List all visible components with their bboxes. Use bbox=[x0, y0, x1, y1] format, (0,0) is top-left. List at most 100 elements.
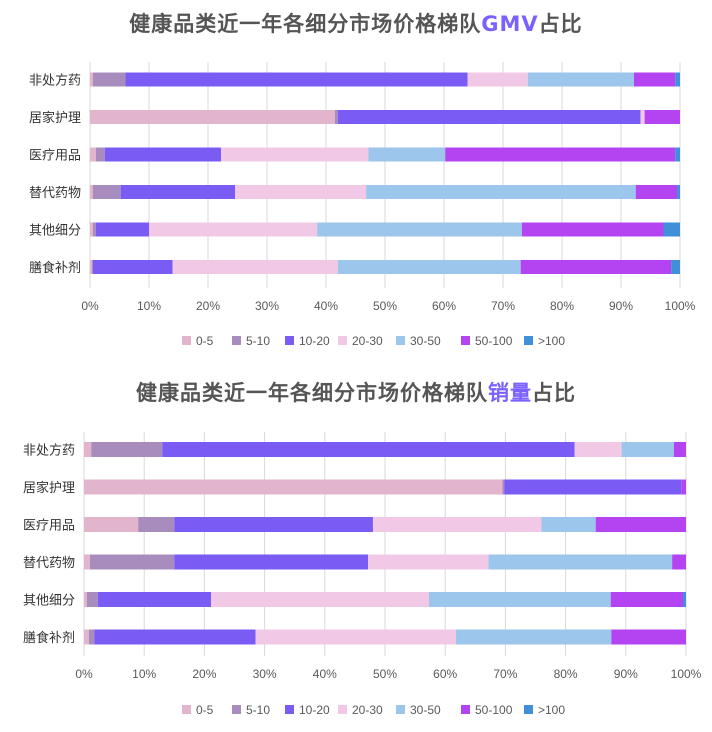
bar-segment-10-20 bbox=[95, 222, 149, 237]
legend-label-0-5: 0-5 bbox=[196, 703, 214, 717]
bar-segment-20-30 bbox=[255, 629, 457, 645]
bar-segment-5-10 bbox=[92, 222, 96, 237]
x-tick-label: 10% bbox=[137, 299, 161, 313]
title-highlight: GMV bbox=[481, 12, 539, 36]
category-label: 其他细分 bbox=[23, 594, 75, 609]
legend-label-20-30: 20-30 bbox=[352, 334, 383, 348]
bars bbox=[90, 72, 680, 274]
x-tick-label: 60% bbox=[433, 667, 457, 681]
bar-segment-5-10 bbox=[92, 72, 126, 87]
title-prefix: 健康品类近一年各细分市场价格梯队 bbox=[129, 12, 482, 36]
bar-segment-gt100 bbox=[663, 222, 680, 237]
bar-segment-5-10 bbox=[88, 629, 95, 645]
bar-segment-0-5 bbox=[84, 517, 139, 532]
legend: 0-5 5-10 10-20 20-30 30-50 50-100 >100 bbox=[182, 334, 565, 348]
category-label: 其他细分 bbox=[29, 224, 81, 239]
bar-segment-50-100 bbox=[672, 554, 686, 570]
legend-label-5-10: 5-10 bbox=[246, 334, 270, 348]
legend-label-5-10: 5-10 bbox=[246, 703, 270, 717]
legend-swatch-5-10 bbox=[232, 336, 241, 345]
bar-segment-50-100 bbox=[445, 147, 676, 162]
bar-segment-0-5 bbox=[90, 260, 92, 274]
legend-label-0-5: 0-5 bbox=[196, 334, 214, 348]
legend-swatch-30-50 bbox=[396, 336, 405, 345]
bar-segment-20-30 bbox=[368, 554, 489, 570]
category-label: 居家护理 bbox=[29, 110, 81, 126]
bar-segment-0-5 bbox=[90, 147, 96, 162]
legend-swatch-10-20 bbox=[285, 705, 294, 714]
legend-label-10-20: 10-20 bbox=[299, 334, 330, 348]
bar-segment-10-20 bbox=[120, 185, 236, 199]
bar-segment-10-20 bbox=[94, 629, 256, 645]
legend-label-10-20: 10-20 bbox=[299, 703, 330, 717]
legend-swatch-gt100 bbox=[524, 705, 533, 714]
bar-segment-30-50 bbox=[428, 592, 611, 607]
category-label: 替代药物 bbox=[29, 186, 81, 201]
legend-label-50-100: 50-100 bbox=[475, 334, 513, 348]
bar-segment-5-10 bbox=[90, 554, 175, 570]
bar-segment-10-20 bbox=[125, 72, 468, 87]
bar-segment-10-20 bbox=[92, 260, 173, 274]
bar-segment-5-10 bbox=[87, 592, 98, 607]
x-tick-label: 10% bbox=[132, 667, 156, 681]
legend-swatch-20-30 bbox=[338, 336, 347, 345]
chart-title-gmv: 健康品类近一年各细分市场价格梯队GMV占比 bbox=[0, 8, 712, 38]
bar-segment-50-100 bbox=[635, 185, 678, 199]
bar-segment-0-5 bbox=[84, 442, 92, 457]
bar-segment-10-20 bbox=[504, 479, 682, 495]
bars bbox=[84, 442, 686, 645]
title-suffix: 占比 bbox=[532, 381, 576, 405]
bar-segment-30-50 bbox=[337, 260, 521, 274]
category-label: 替代药物 bbox=[23, 556, 75, 571]
bar-segment-5-10 bbox=[138, 517, 175, 532]
x-tick-label: 90% bbox=[614, 667, 638, 681]
bar-segment-gt100 bbox=[675, 147, 680, 162]
title-highlight: 销量 bbox=[488, 381, 532, 405]
x-tick-label: 20% bbox=[192, 667, 216, 681]
category-label: 居家护理 bbox=[23, 480, 75, 496]
bar-segment-30-50 bbox=[317, 222, 522, 237]
legend-swatch-0-5 bbox=[182, 705, 191, 714]
legend-label-20-30: 20-30 bbox=[352, 703, 383, 717]
bar-segment-10-20 bbox=[162, 442, 575, 457]
bar-segment-10-20 bbox=[104, 147, 221, 162]
legend-label-30-50: 30-50 bbox=[410, 703, 441, 717]
bar-segment-20-30 bbox=[467, 72, 528, 87]
bar-segment-20-30 bbox=[211, 592, 429, 607]
bar-segment-20-30 bbox=[172, 260, 338, 274]
legend: 0-5 5-10 10-20 20-30 30-50 50-100 >100 bbox=[182, 703, 565, 717]
bar-segment-20-30 bbox=[149, 222, 318, 237]
bar-segment-50-100 bbox=[521, 222, 664, 237]
x-tick-label: 100% bbox=[665, 299, 696, 313]
x-tick-label: 80% bbox=[550, 299, 574, 313]
bar-segment-gt100 bbox=[675, 72, 680, 87]
bar-segment-gt100 bbox=[671, 260, 680, 274]
chart-title-sales: 健康品类近一年各细分市场价格梯队销量占比 bbox=[0, 377, 712, 407]
legend-swatch-10-20 bbox=[285, 336, 294, 345]
bar-segment-30-50 bbox=[368, 147, 446, 162]
gridlines bbox=[89, 62, 681, 288]
x-tick-label: 70% bbox=[493, 667, 517, 681]
legend-swatch-gt100 bbox=[524, 336, 533, 345]
x-tick-label: 80% bbox=[554, 667, 578, 681]
title-suffix: 占比 bbox=[538, 12, 583, 36]
gridlines bbox=[83, 432, 687, 656]
legend-label-gt100: >100 bbox=[538, 703, 565, 717]
bar-segment-20-30 bbox=[640, 110, 645, 124]
bar-segment-30-50 bbox=[541, 517, 596, 532]
bar-segment-50-100 bbox=[644, 110, 680, 124]
x-tick-label: 100% bbox=[671, 667, 702, 681]
bar-segment-5-10 bbox=[95, 147, 105, 162]
bar-segment-50-100 bbox=[520, 260, 672, 274]
legend-label-30-50: 30-50 bbox=[410, 334, 441, 348]
category-label: 医疗用品 bbox=[23, 519, 75, 534]
bar-segment-gt100 bbox=[682, 592, 686, 607]
bar-segment-5-10 bbox=[91, 260, 93, 274]
legend-swatch-50-100 bbox=[461, 705, 470, 714]
bar-segment-5-10 bbox=[334, 110, 338, 124]
bar-segment-0-5 bbox=[84, 629, 89, 645]
x-tick-label: 90% bbox=[609, 299, 633, 313]
x-tick-label: 50% bbox=[373, 667, 397, 681]
x-tick-label: 0% bbox=[81, 299, 99, 313]
